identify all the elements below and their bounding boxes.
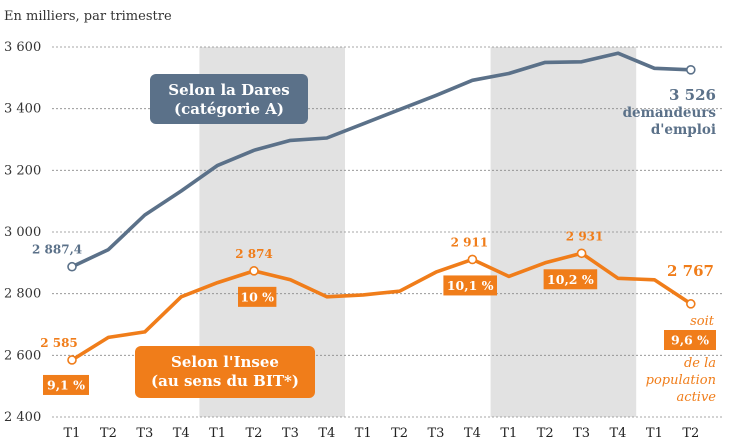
x-axis: T1 T2 T3 T4 T1 T2 T3 T4 T1 T2 T3 T4 T1 T2 T3 T4 T1 T2 [64, 426, 700, 441]
y-tick-label: 3 600 [4, 40, 41, 55]
rate-box-insee-end [664, 330, 716, 350]
x-tick-label: T3 [573, 426, 590, 441]
callout-insee-box [135, 346, 315, 398]
x-tick-label: T1 [355, 426, 372, 441]
x-tick-label: T4 [464, 426, 481, 441]
point-insee [685, 299, 696, 309]
x-tick-label: T2 [391, 426, 408, 441]
x-tick-label: T3 [282, 426, 299, 441]
y-tick-label: 3 400 [4, 102, 41, 117]
rate-box-insee-text: 9,1 % [47, 377, 85, 392]
y-tick-label: 3 200 [4, 163, 41, 178]
callout-dares-box [150, 74, 308, 124]
point-insee [67, 355, 77, 365]
x-tick-label: T1 [500, 426, 517, 441]
rate-box-insee [543, 269, 598, 290]
rate-box-insee-text: 10 % [240, 289, 274, 304]
rate-box-insee [443, 275, 497, 296]
point-insee [467, 254, 478, 265]
callout-dares-text: Selon la Dares [168, 81, 289, 99]
callout-insee-text: Selon l'Insee [171, 353, 279, 371]
y-tick-label: 2 800 [4, 287, 41, 302]
x-tick-label: T4 [318, 426, 335, 441]
series-line-insee [70, 251, 693, 362]
end-label-insee-value: 2 767 [667, 262, 714, 280]
series-lines [70, 51, 693, 362]
end-label-dares-text: demandeurs [623, 105, 717, 121]
rate-box-insee-text: 10,2 % [547, 272, 594, 287]
end-label-insee-text: soit [690, 314, 715, 329]
data-label-insee: 2 585 [40, 336, 78, 350]
data-label-insee: 2 931 [566, 229, 604, 243]
y-tick-label: 3 000 [4, 225, 41, 240]
end-label-insee-text: population [646, 373, 716, 388]
y-axis: 2 400 2 600 2 800 3 000 3 200 3 400 3 600 [4, 40, 41, 425]
callout-insee-text: (au sens du BIT*) [151, 372, 299, 390]
x-tick-label: T2 [246, 426, 263, 441]
data-label-insee: 2 874 [235, 247, 273, 261]
end-label-insee-text: de la [684, 356, 716, 371]
x-tick-label: T4 [173, 426, 190, 441]
end-label-insee-text: active [677, 390, 717, 405]
y-tick-label: 2 600 [4, 348, 41, 363]
series-points [67, 65, 696, 365]
callout-dares-text: (catégorie A) [174, 100, 284, 118]
x-tick-label: T1 [209, 426, 226, 441]
x-tick-label: T3 [428, 426, 445, 441]
series-line-dares [70, 51, 693, 269]
rate-box-insee-text: 10,1 % [447, 278, 494, 293]
rate-box-insee [238, 286, 277, 307]
x-tick-label: T2 [537, 426, 554, 441]
rate-box-insee-end-text: 9,6 % [671, 333, 709, 348]
x-tick-label: T2 [100, 426, 117, 441]
x-tick-label: T1 [646, 426, 663, 441]
end-label-dares-text: d'emploi [651, 122, 716, 138]
data-label-insee: 2 911 [451, 235, 489, 249]
point-insee [249, 266, 259, 276]
data-label-dares-start: 2 887,4 [32, 243, 82, 257]
end-label-dares-value: 3 526 [669, 86, 716, 104]
chart-subtitle: En milliers, par trimestre [4, 9, 172, 24]
y-tick-label: 2 400 [4, 410, 41, 425]
point-insee [576, 248, 587, 259]
x-tick-label: T3 [136, 426, 153, 441]
x-tick-label: T4 [610, 426, 627, 441]
x-tick-label: T1 [64, 426, 81, 441]
rate-box-insee [43, 374, 89, 395]
point-dares [67, 261, 77, 272]
point-dares [685, 65, 696, 75]
year-band [490, 47, 637, 417]
x-tick-label: T2 [682, 426, 699, 441]
